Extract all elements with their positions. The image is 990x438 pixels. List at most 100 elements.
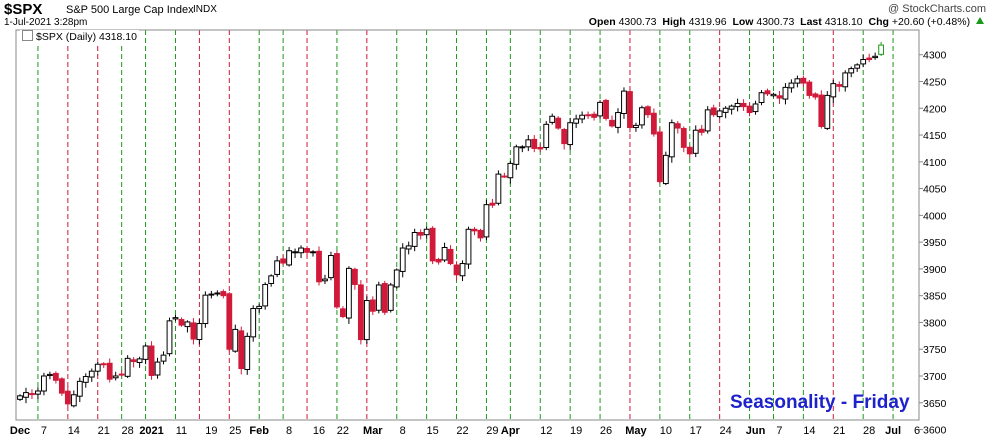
x-tick-label: 14 — [803, 425, 815, 437]
candle-body — [686, 146, 693, 155]
candle-body — [47, 373, 53, 377]
candle-body — [226, 293, 233, 350]
candle-body — [537, 146, 544, 150]
candle-body — [824, 94, 831, 129]
candle-body — [52, 372, 59, 381]
candle-body — [286, 250, 293, 266]
candle-body — [118, 373, 125, 376]
x-tick-label: 10 — [660, 425, 672, 437]
candle-body — [740, 102, 747, 108]
y-tick-label: 4000 — [923, 210, 947, 222]
y-tick-label: 4300 — [923, 50, 947, 62]
candle-body — [585, 114, 592, 117]
last-label: Last — [800, 16, 822, 28]
y-tick-label: 3900 — [923, 264, 947, 276]
candle-body — [794, 78, 801, 84]
candle-body — [130, 359, 137, 363]
candle-body — [818, 94, 825, 127]
candle-body — [298, 247, 304, 254]
candle-body — [543, 123, 550, 149]
candle-body — [363, 300, 370, 341]
candle-body — [531, 138, 538, 149]
candle-body — [561, 129, 568, 145]
candle-body — [477, 229, 484, 239]
chart-header: $SPX S&P 500 Large Cap Index INDX @ Stoc… — [0, 0, 990, 30]
y-tick-label: 4050 — [923, 184, 947, 196]
candle-body — [674, 123, 681, 129]
candle-body — [417, 231, 424, 236]
candle-body — [704, 109, 711, 132]
candles — [17, 41, 885, 408]
candle-body — [41, 375, 47, 392]
x-tick-label: 12 — [540, 425, 552, 437]
open-value: 4300.73 — [618, 16, 657, 28]
candle-body — [788, 82, 795, 89]
candle-body — [441, 246, 448, 261]
candle-body — [435, 258, 442, 263]
x-tick-label: 25 — [229, 425, 241, 437]
candle-body — [208, 293, 215, 296]
candle-body — [692, 129, 699, 154]
candle-body — [698, 128, 705, 133]
candle-body — [471, 228, 478, 232]
candle-body — [70, 394, 77, 407]
candle-body — [29, 393, 35, 396]
candle-body — [88, 370, 95, 378]
candle-body — [776, 95, 783, 99]
candle-body — [645, 106, 651, 116]
plot-frame — [15, 29, 920, 421]
candle-body — [728, 105, 735, 110]
candle-body — [746, 105, 753, 114]
x-tick-label: 21 — [833, 425, 845, 437]
candle-body — [64, 390, 71, 405]
candle-body — [316, 250, 322, 283]
candle-body — [304, 248, 310, 253]
candle-body — [549, 115, 556, 123]
candle-body — [23, 392, 29, 398]
candle-body — [525, 139, 532, 148]
y-tick-label: 4100 — [923, 157, 947, 169]
candle-body — [310, 251, 316, 254]
candle-body — [106, 362, 113, 380]
x-tick-label: 16 — [313, 425, 325, 437]
candle-body — [328, 255, 334, 279]
candle-body — [668, 122, 675, 158]
candle-body — [393, 269, 400, 288]
symbol: $SPX — [4, 1, 43, 18]
candle-body — [142, 345, 149, 360]
candle-body — [854, 64, 861, 69]
candle-body — [483, 204, 490, 238]
seasonality-annotation: Seasonality - Friday — [730, 392, 910, 413]
candle-body — [357, 284, 364, 341]
candle-body — [860, 59, 867, 65]
candle-body — [136, 358, 143, 364]
candle-body — [573, 118, 580, 124]
candle-body — [190, 322, 197, 340]
candle-body — [866, 57, 873, 61]
x-tick-label: 14 — [68, 425, 80, 437]
candle-body — [770, 93, 777, 97]
candle-body — [351, 268, 358, 285]
candle-body — [656, 131, 663, 183]
y-tick-label: 3850 — [923, 291, 947, 303]
ohlc-readout: Open 4300.73 High 4319.96 Low 4300.73 La… — [589, 16, 984, 28]
legend-text: $SPX (Daily) 4318.10 — [36, 31, 137, 43]
friday-lines — [37, 30, 894, 420]
x-tick-label: 19 — [205, 425, 217, 437]
candle-body — [555, 117, 562, 129]
low-label: Low — [732, 16, 754, 28]
candle-body — [758, 92, 765, 104]
x-tick-label: Mar — [363, 425, 383, 437]
candle-body — [650, 112, 657, 135]
y-tick-label: 3800 — [923, 317, 947, 329]
low-value: 4300.73 — [756, 16, 795, 28]
candle-body — [800, 77, 807, 84]
x-tick-label: 7 — [41, 425, 47, 437]
y-tick-label: 3600 — [923, 425, 947, 437]
x-tick-label: 8 — [400, 425, 406, 437]
candle-body — [579, 114, 586, 120]
candle-body — [639, 107, 645, 126]
y-tick-label: 3750 — [923, 344, 947, 356]
candle-body — [836, 84, 843, 87]
